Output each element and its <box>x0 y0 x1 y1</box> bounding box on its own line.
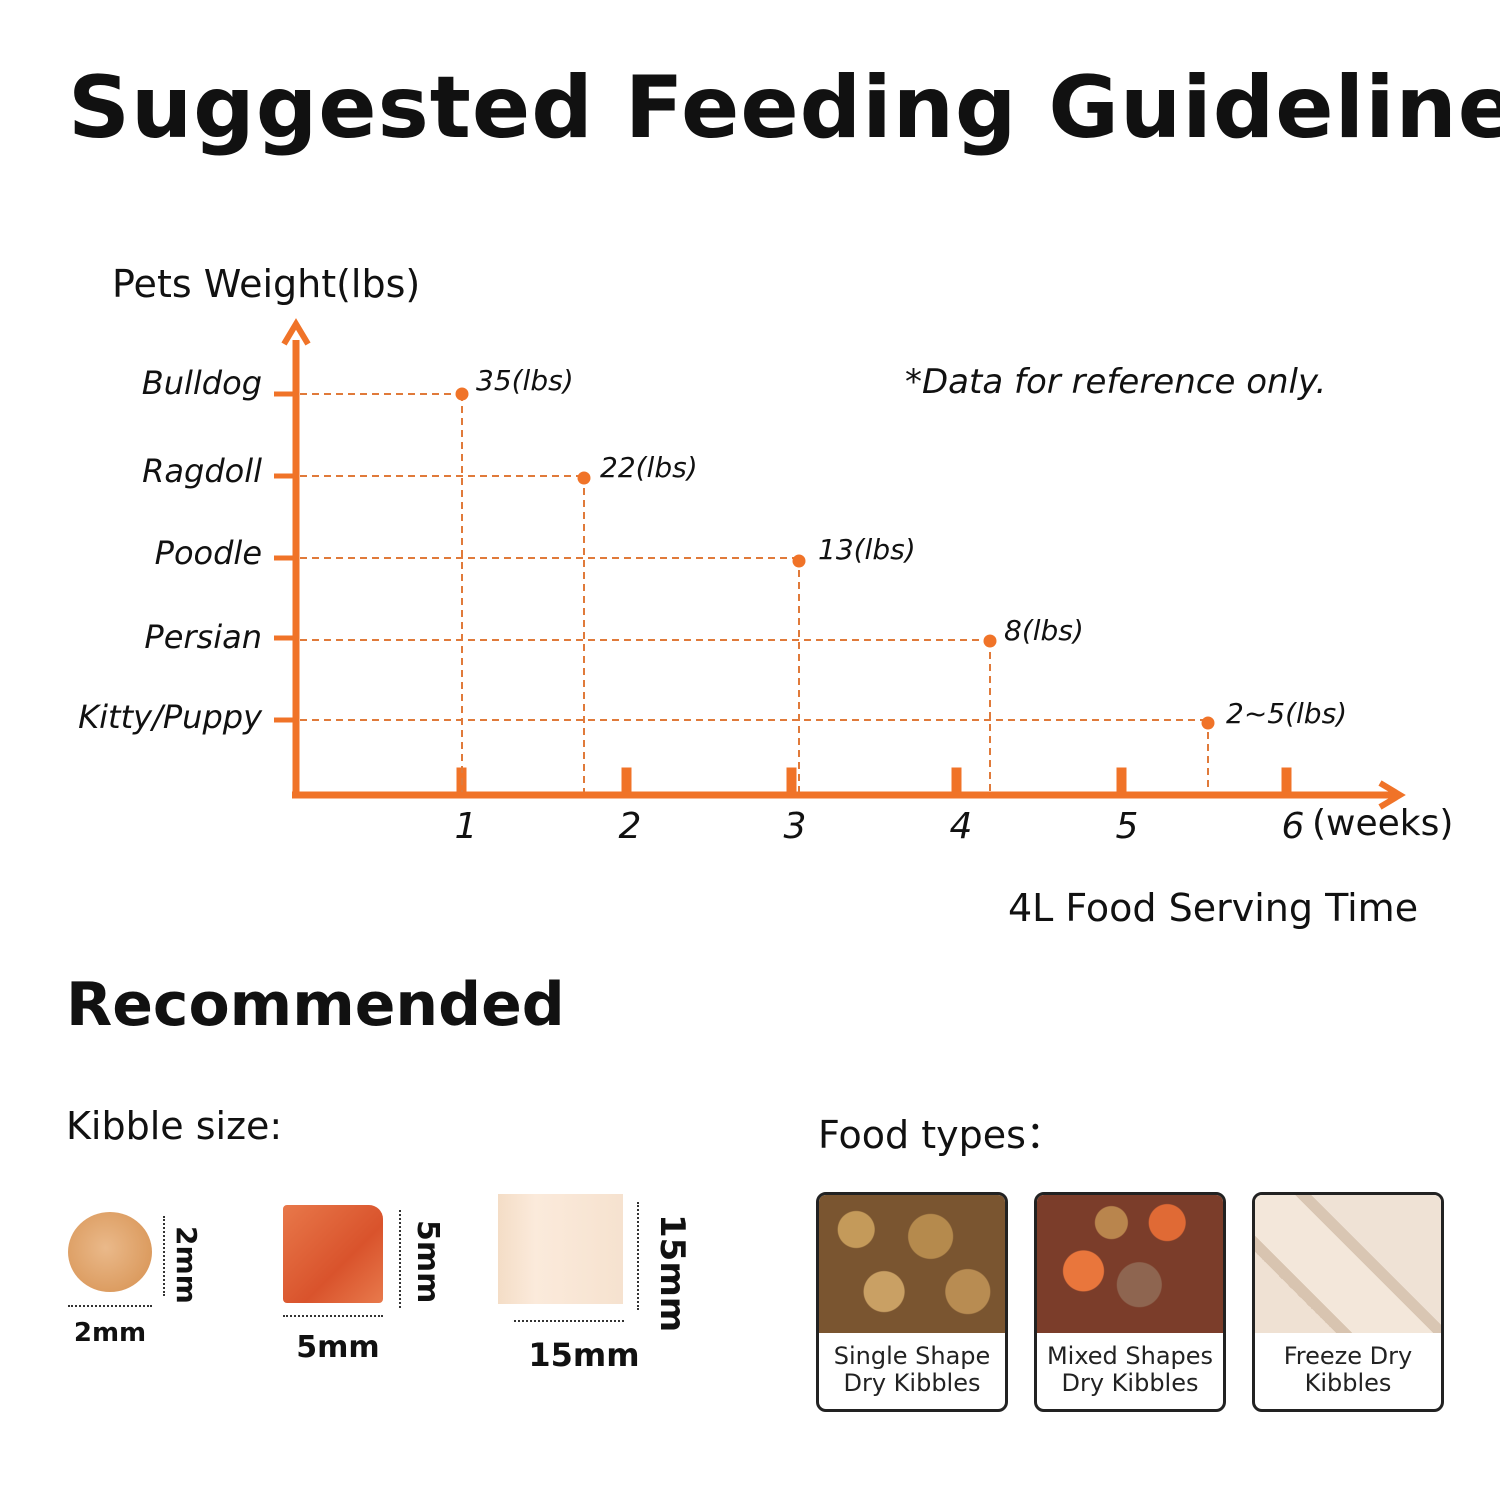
kibble-size-label: Kibble size: <box>66 1104 283 1148</box>
category-ragdoll: Ragdoll <box>142 452 262 490</box>
kibble-5mm-height-marker <box>399 1210 401 1308</box>
kibble-15mm-height-marker <box>637 1202 639 1310</box>
food-type-line1: Freeze Dry <box>1283 1342 1413 1370</box>
x-axis-label: 4L Food Serving Time <box>1008 886 1419 930</box>
kibble-2mm-height-marker <box>163 1216 165 1296</box>
value-label-ragdoll: 22(lbs) <box>600 451 698 484</box>
food-type-card-freeze-dry: Freeze Dry Kibbles <box>1252 1192 1444 1412</box>
food-type-card-mixed-shapes: Mixed Shapes Dry Kibbles <box>1034 1192 1226 1412</box>
x-tick-1: 1 <box>454 806 478 847</box>
reference-note: *Data for reference only. <box>905 362 1327 402</box>
x-tick-2: 2 <box>618 806 642 847</box>
category-kitty-puppy: Kitty/Puppy <box>78 698 262 736</box>
food-type-card-single-shape: Single Shape Dry Kibbles <box>816 1192 1008 1412</box>
kibble-2mm-image <box>68 1212 152 1292</box>
x-tick-3: 3 <box>783 806 807 847</box>
mixed-shapes-kibble-image <box>1037 1195 1223 1333</box>
single-shape-kibble-image <box>819 1195 1005 1333</box>
food-type-line2: Dry Kibbles <box>843 1369 981 1397</box>
x-tick-4: 4 <box>949 806 973 847</box>
y-axis-label: Pets Weight(lbs) <box>112 262 421 306</box>
kibble-5mm-width-label: 5mm <box>296 1330 380 1365</box>
kibble-15mm-image <box>498 1194 623 1304</box>
value-label-kitty-puppy: 2~5(lbs) <box>1226 697 1348 730</box>
x-tick-5: 5 <box>1115 806 1139 847</box>
food-type-line2: Dry Kibbles <box>1061 1369 1199 1397</box>
kibble-5mm-image <box>283 1205 383 1303</box>
kibble-15mm-width-marker <box>514 1320 624 1322</box>
food-types-label: Food types： <box>818 1113 1064 1157</box>
kibble-5mm-height-label: 5mm <box>410 1220 445 1304</box>
x-tick-6: 6 <box>1281 806 1305 847</box>
category-bulldog: Bulldog <box>141 364 262 402</box>
category-persian: Persian <box>144 618 262 656</box>
food-type-line1: Single Shape <box>833 1342 991 1370</box>
kibble-2mm-width-label: 2mm <box>73 1318 147 1348</box>
page-title: Suggested Feeding Guidelines <box>68 58 1500 158</box>
food-type-line1: Mixed Shapes <box>1046 1342 1214 1370</box>
kibble-5mm-width-marker <box>283 1315 383 1317</box>
kibble-2mm-height-label: 2mm <box>170 1226 203 1304</box>
value-label-bulldog: 35(lbs) <box>476 364 574 397</box>
kibble-15mm-height-label: 15mm <box>652 1214 692 1333</box>
chart-plot <box>274 318 1406 810</box>
kibble-2mm-width-marker <box>68 1305 152 1307</box>
food-type-line2: Kibbles <box>1304 1369 1392 1397</box>
freeze-dry-kibble-image <box>1255 1195 1441 1333</box>
value-label-persian: 8(lbs) <box>1004 614 1084 647</box>
category-poodle: Poodle <box>154 534 262 572</box>
kibble-15mm-width-label: 15mm <box>528 1336 640 1374</box>
recommended-heading: Recommended <box>66 970 565 1040</box>
x-unit-label: (weeks) <box>1312 803 1454 844</box>
value-label-poodle: 13(lbs) <box>818 533 916 566</box>
